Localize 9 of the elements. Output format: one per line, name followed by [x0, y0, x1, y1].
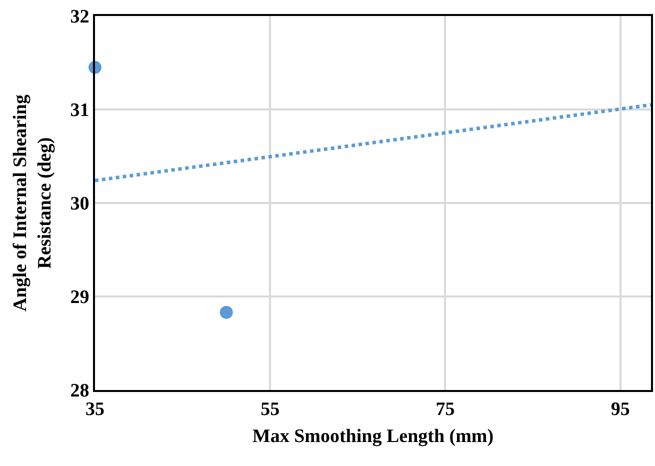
y-tick-label: 30 [70, 194, 90, 215]
y-tick-label: 32 [70, 6, 90, 28]
x-tick-label: 95 [610, 398, 630, 420]
y-tick-label: 31 [70, 100, 90, 122]
x-tick-label: 55 [260, 398, 280, 420]
x-tick-label: 75 [436, 398, 455, 420]
y-axis-title: Angle of Internal Shearing Resistance (deg) [10, 94, 56, 312]
x-axis-title: Max Smoothing Length (mm) [252, 426, 494, 448]
y-tick-label: 29 [70, 287, 90, 308]
